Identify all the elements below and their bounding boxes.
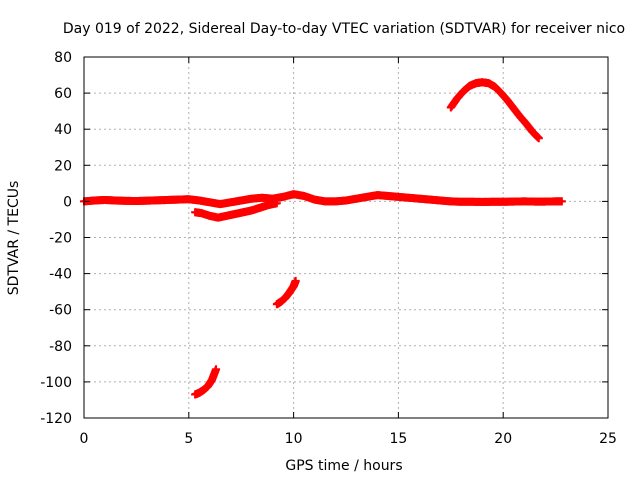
tick-layer: 0 5 10 15 20 25 -120 -100 -80 -60 -40 -20 0 20 40 60 80 <box>40 50 617 447</box>
x-axis-label: GPS time / hours <box>285 458 402 474</box>
grid-layer <box>84 57 608 418</box>
y-tick-label: -80 <box>49 339 72 355</box>
y-tick-label: 80 <box>54 50 72 66</box>
chart-title: Day 019 of 2022, Sidereal Day-to-day VTE… <box>63 21 625 37</box>
data-point <box>212 365 221 374</box>
y-tick-label: 40 <box>54 122 72 138</box>
y-axis-label: SDTVAR / TECUs <box>6 181 22 296</box>
x-tick-label: 0 <box>80 431 89 447</box>
y-tick-label: -100 <box>40 375 72 391</box>
x-tick-label: 25 <box>599 431 617 447</box>
data-point <box>557 197 566 206</box>
y-tick-label: 20 <box>54 158 72 174</box>
y-tick-label: -40 <box>49 267 72 283</box>
x-tick-label: 20 <box>494 431 512 447</box>
y-tick-label: -60 <box>49 303 72 319</box>
series-arc-9-10 <box>272 276 300 309</box>
x-tick-label: 5 <box>184 431 193 447</box>
series-arc-5-6 <box>191 365 221 399</box>
data-point <box>272 199 281 208</box>
x-tick-label: 15 <box>389 431 407 447</box>
series-dip-5-8 <box>191 199 281 222</box>
y-tick-label: -120 <box>40 411 72 427</box>
y-tick-label: 60 <box>54 86 72 102</box>
series-main-near-zero <box>80 190 566 209</box>
data-point <box>291 276 300 285</box>
series-hump-17-22 <box>446 78 543 143</box>
y-tick-label: -20 <box>49 231 72 247</box>
x-tick-label: 10 <box>285 431 303 447</box>
data-layer <box>80 78 566 399</box>
data-point <box>534 134 543 143</box>
y-tick-label: 0 <box>63 194 72 210</box>
